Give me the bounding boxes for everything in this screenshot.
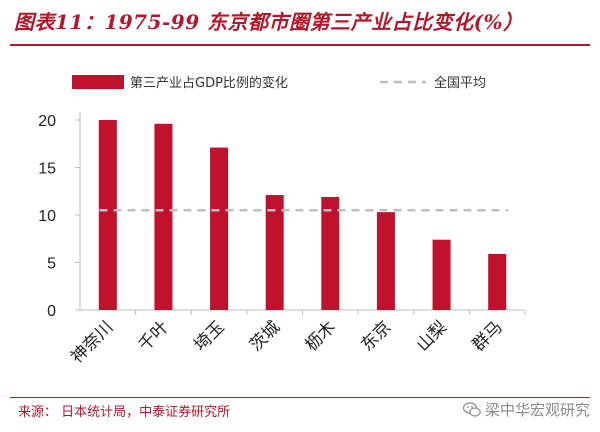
source-note: 来源： 日本统计局，中泰证券研究所: [18, 405, 231, 420]
source-divider: [10, 397, 590, 398]
bar: [488, 253, 507, 310]
legend-avg-label: 全国平均: [434, 75, 486, 91]
legend-bar-label: 第三产业占GDP比例的变化: [130, 75, 288, 91]
wechat-icon: [462, 401, 481, 417]
x-tick-label: 千叶: [135, 317, 173, 355]
y-tick-label: 0: [47, 303, 56, 320]
bar: [376, 212, 395, 310]
x-tick-label: 东京: [357, 317, 395, 355]
x-tick-label: 埼玉: [190, 317, 228, 355]
x-tick-label: 枥木: [302, 317, 340, 355]
bar: [265, 195, 284, 310]
plot-area: 0 5 10 15 20 神奈川 千叶 埼玉 茨城 枥木 东京 山梨 群马: [38, 112, 526, 368]
y-tick-label: 15: [38, 161, 56, 178]
bar: [432, 239, 451, 310]
bar: [98, 120, 117, 310]
bar: [154, 123, 173, 310]
watermark: 梁中华宏观研究: [462, 399, 590, 420]
legend: 第三产业占GDP比例的变化 全国平均: [72, 75, 486, 91]
x-tick-label: 群马: [469, 317, 507, 355]
watermark-text: 梁中华宏观研究: [484, 401, 590, 419]
y-tick-label: 10: [38, 208, 56, 225]
title-divider: [10, 44, 590, 46]
x-tick-label: 山梨: [413, 317, 451, 355]
bar: [210, 147, 229, 310]
bar: [321, 196, 340, 310]
y-tick-label: 20: [38, 113, 56, 130]
x-tick-label: 神奈川: [67, 317, 117, 367]
x-tick-label: 茨城: [246, 317, 284, 355]
chart-title: 图表11：1975-99 东京都市圈第三产业占比变化(%）: [14, 10, 524, 34]
y-tick-label: 5: [47, 256, 56, 273]
bar-chart: 第三产业占GDP比例的变化 全国平均 0 5 10 15 20 神奈川 千叶 埼玉 茨城 枥木 东京…: [38, 75, 526, 368]
legend-bar-swatch: [72, 75, 124, 89]
